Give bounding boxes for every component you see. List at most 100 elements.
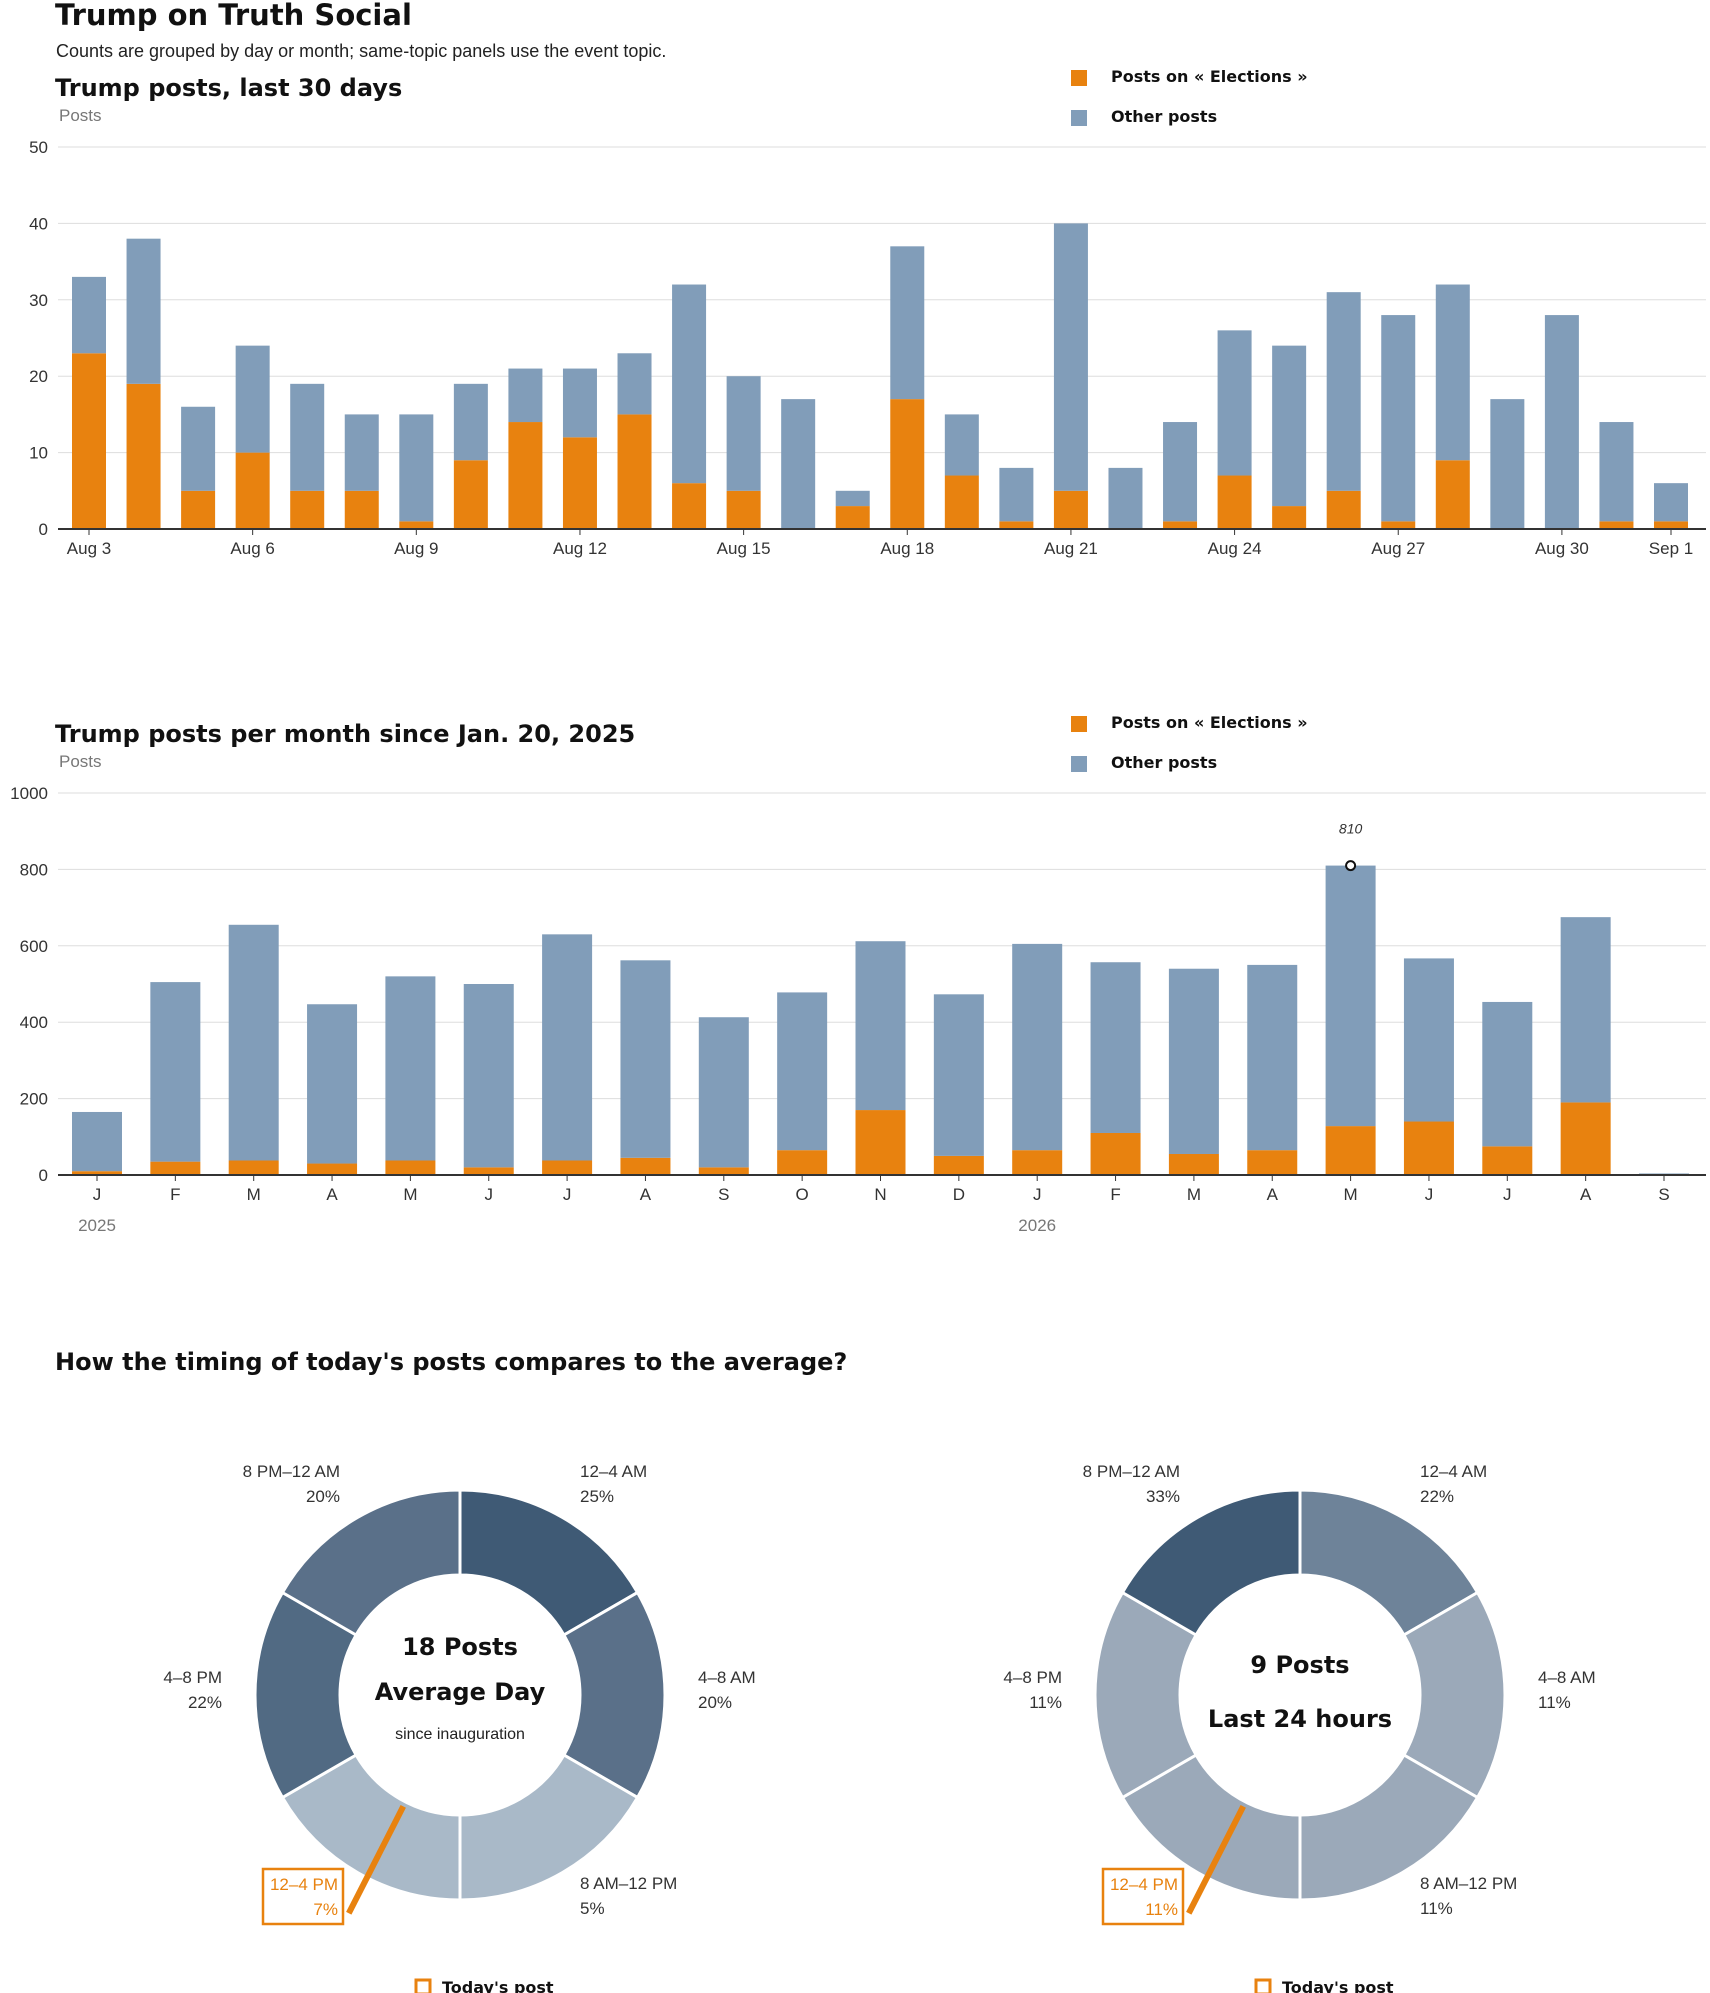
monthly-chart-legend: Posts on « Elections » Other posts	[1071, 713, 1308, 772]
donut-center-caption: Last 24 hours	[1208, 1705, 1392, 1733]
x-tick-label: S	[718, 1185, 729, 1204]
bar-segment-topic	[126, 383, 161, 529]
bar-segment-other	[835, 490, 870, 507]
y-tick-label: 0	[39, 520, 48, 539]
bar-segment-other	[1325, 865, 1376, 1127]
highlight-segment-label: 12–4 PM	[1110, 1875, 1178, 1894]
bar-segment-topic	[562, 437, 597, 529]
x-tick-label: J	[1425, 1185, 1434, 1204]
bar-segment-other	[672, 284, 707, 484]
x-tick-label: M	[1187, 1185, 1201, 1204]
segment-percent: 20%	[306, 1487, 340, 1506]
bar-segment-other	[1053, 223, 1088, 491]
bar-segment-topic	[385, 1160, 436, 1175]
y-tick-label: 50	[29, 138, 48, 157]
bar-segment-topic	[1012, 1150, 1063, 1175]
x-tick-label: Aug 15	[717, 539, 771, 558]
x-tick-label: J	[1033, 1185, 1042, 1204]
bar-segment-other	[1326, 292, 1361, 491]
bar-segment-other	[126, 238, 161, 384]
y-tick-label: 10	[29, 444, 48, 463]
monthly-chart-bars	[72, 865, 1689, 1175]
bar-segment-other	[726, 376, 761, 491]
x-tick-label: Aug 18	[880, 539, 934, 558]
x-tick-label: J	[563, 1185, 572, 1204]
legend-swatch-other	[1071, 756, 1087, 772]
segment-label: 12–4 AM	[580, 1462, 647, 1481]
bar-segment-topic	[698, 1167, 749, 1175]
bar-segment-topic	[463, 1167, 514, 1175]
x-tick-label: Aug 6	[230, 539, 274, 558]
legend-swatch-topic	[1071, 716, 1087, 732]
x-tick-label: F	[170, 1185, 180, 1204]
donut-center-note: since inauguration	[395, 1726, 525, 1743]
donut-center-count: 18 Posts	[402, 1633, 518, 1661]
bar-segment-other	[617, 353, 652, 415]
bar-segment-other	[1654, 483, 1688, 522]
bar-segment-other	[944, 414, 979, 476]
bar-segment-other	[1482, 1001, 1533, 1147]
legend-label-other: Other posts	[1111, 107, 1217, 126]
bar-segment-other	[1599, 422, 1634, 522]
x-tick-label: M	[247, 1185, 261, 1204]
x-tick-label: O	[796, 1185, 809, 1204]
average-day-donut: 12–4 AM 25% 4–8 AM 20% 8 AM–12 PM 5% 4–8 PM 22%…	[163, 1462, 756, 1993]
bar-segment-topic	[72, 1171, 122, 1175]
page-title: Trump on Truth Social	[55, 0, 412, 32]
x-tick-label: Aug 9	[394, 539, 438, 558]
segment-label: 8 AM–12 PM	[1420, 1874, 1517, 1893]
year-label: 2025	[78, 1216, 116, 1235]
bar-segment-other	[385, 976, 436, 1161]
y-tick-label: 400	[20, 1013, 48, 1032]
peak-marker	[1345, 860, 1357, 872]
bar-segment-topic	[235, 452, 270, 529]
x-tick-label: A	[640, 1185, 652, 1204]
bar-segment-other	[1012, 943, 1063, 1151]
segment-percent: 11%	[1538, 1693, 1571, 1712]
bar-segment-topic	[1326, 490, 1361, 529]
legend-label-topic: Posts on « Elections »	[1111, 713, 1308, 732]
x-tick-label: Aug 27	[1371, 539, 1425, 558]
segment-percent: 5%	[580, 1899, 605, 1918]
bar-segment-topic	[399, 521, 434, 529]
bar-segment-topic	[72, 353, 106, 529]
bar-segment-topic	[777, 1150, 828, 1175]
y-tick-label: 200	[20, 1090, 48, 1109]
x-tick-label: Aug 3	[67, 539, 111, 558]
bar-segment-topic	[228, 1160, 279, 1175]
monthly-chart-x-axis: J F M A M J J A S O N D J F M A M J J A S 2025 2026	[58, 1174, 1706, 1235]
bar-segment-other	[228, 924, 279, 1161]
bar-segment-topic	[1053, 490, 1088, 529]
donut-segment	[1120, 1488, 1302, 1638]
bar-segment-other	[1381, 315, 1416, 522]
bar-segment-other	[72, 1111, 122, 1172]
bar-segment-other	[181, 406, 216, 491]
legend-swatch-other	[1071, 110, 1087, 126]
x-tick-label: J	[1503, 1185, 1512, 1204]
bar-segment-other	[890, 246, 925, 400]
x-tick-label: Aug 12	[553, 539, 607, 558]
segment-label: 4–8 PM	[1003, 1668, 1062, 1687]
page-subtitle: Counts are grouped by day or month; same…	[56, 41, 666, 61]
monthly-chart-title: Trump posts per month since Jan. 20, 202…	[55, 720, 635, 748]
bar-segment-topic	[1381, 521, 1416, 529]
x-tick-label: Aug 24	[1208, 539, 1262, 558]
daily-chart-bars	[72, 223, 1688, 529]
bar-segment-topic	[1560, 1102, 1611, 1175]
bar-segment-topic	[453, 460, 488, 529]
x-tick-label: S	[1658, 1185, 1669, 1204]
bar-segment-topic	[1599, 521, 1634, 529]
bar-segment-other	[1108, 467, 1143, 529]
y-tick-label: 600	[20, 937, 48, 956]
bar-segment-other	[1560, 917, 1611, 1103]
bar-segment-topic	[672, 483, 707, 529]
today-marker-line	[346, 1805, 406, 1915]
highlight-segment-label: 12–4 PM	[270, 1875, 338, 1894]
bar-segment-other	[72, 276, 106, 354]
legend-label-other: Other posts	[1111, 753, 1217, 772]
bar-segment-topic	[344, 490, 379, 529]
bar-segment-other	[235, 345, 270, 453]
bar-segment-other	[1163, 422, 1198, 522]
x-tick-label: M	[403, 1185, 417, 1204]
